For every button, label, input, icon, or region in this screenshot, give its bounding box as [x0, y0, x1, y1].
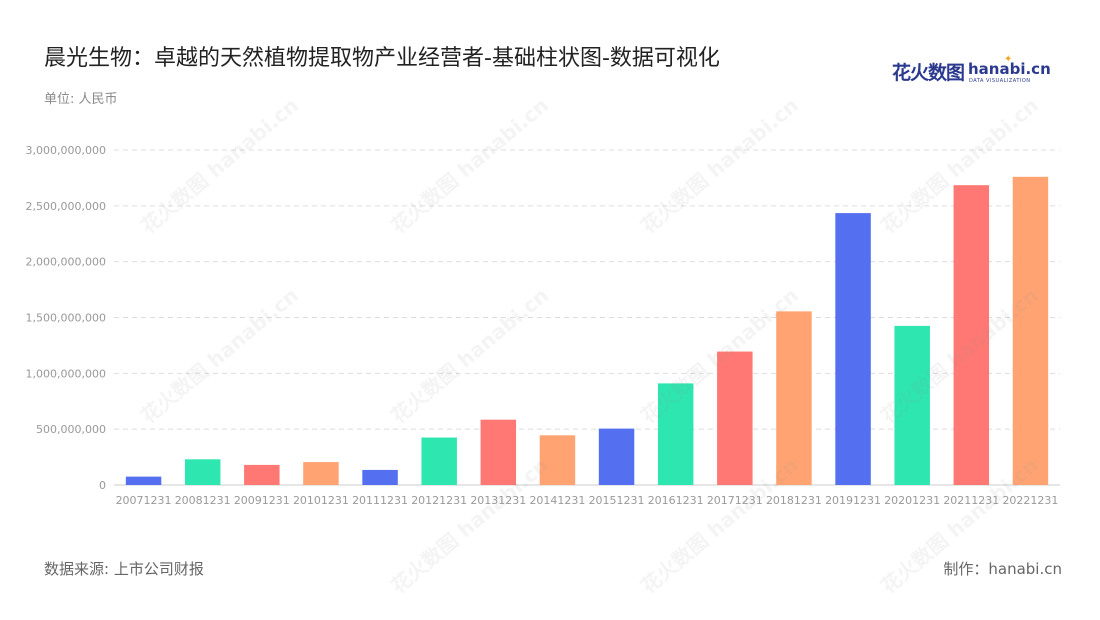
- x-tick-label: 20111231: [352, 494, 408, 507]
- x-tick-label: 20071231: [116, 494, 172, 507]
- x-tick-label: 20181231: [766, 494, 822, 507]
- x-tick-label: 20171231: [707, 494, 763, 507]
- credit-link[interactable]: 制作：hanabi.cn: [943, 560, 1062, 578]
- bar-20151231[interactable]: [598, 428, 635, 485]
- y-tick-label: 2,500,000,000: [26, 200, 106, 213]
- x-tick-label: 20161231: [648, 494, 704, 507]
- y-tick-label: 500,000,000: [36, 423, 106, 436]
- hanabi-logo: 花火数图 hanabi.cn DATA VISUALIZATION ✦: [892, 54, 1051, 88]
- bar-20071231[interactable]: [125, 476, 162, 485]
- y-tick-label: 1,000,000,000: [26, 367, 106, 380]
- bar-20091231[interactable]: [244, 464, 280, 485]
- x-tick-label: 20141231: [529, 494, 585, 507]
- y-axis: 0 500,000,000 1,000,000,000 1,500,000,000 2,…: [26, 144, 106, 492]
- y-tick-label: 2,000,000,000: [26, 256, 106, 269]
- x-tick-label: 20091231: [234, 494, 290, 507]
- y-tick-label: 1,500,000,000: [26, 312, 106, 325]
- bar-20161231[interactable]: [657, 383, 694, 485]
- x-tick-label: 20121231: [411, 494, 467, 507]
- bar-20191231[interactable]: [835, 213, 871, 485]
- x-tick-label: 20211231: [943, 494, 999, 507]
- logo-spark-icon: ✦: [1004, 54, 1013, 65]
- chart-title: 晨光生物：卓越的天然植物提取物产业经营者-基础柱状图-数据可视化: [44, 46, 720, 71]
- bar-20171231[interactable]: [717, 351, 753, 485]
- bar-20141231[interactable]: [539, 435, 576, 485]
- bar-20111231[interactable]: [362, 469, 398, 485]
- x-tick-label: 20151231: [589, 494, 645, 507]
- logo-cn-text: 花火数图: [892, 62, 965, 84]
- unit-label: 单位: 人民币: [44, 92, 118, 107]
- x-tick-label: 20191231: [825, 494, 881, 507]
- bar-20181231[interactable]: [776, 311, 812, 485]
- bar-20201231[interactable]: [894, 325, 930, 485]
- data-source: 数据来源: 上市公司财报: [44, 560, 204, 578]
- x-tick-label: 20201231: [884, 494, 940, 507]
- bar-20081231[interactable]: [184, 459, 221, 485]
- bar-20121231[interactable]: [421, 437, 457, 485]
- x-tick-label: 20131231: [470, 494, 526, 507]
- bars: [125, 176, 1049, 486]
- y-tick-label: 3,000,000,000: [26, 144, 106, 157]
- y-tick-label: 0: [99, 479, 106, 492]
- x-axis: 20071231 20081231 20091231 20101231 20111231…: [116, 494, 1059, 507]
- bar-20211231[interactable]: [953, 185, 990, 486]
- x-tick-label: 20221231: [1002, 494, 1058, 507]
- bar-20131231[interactable]: [480, 419, 517, 485]
- bar-20101231[interactable]: [303, 462, 339, 485]
- logo-sub-text: DATA VISUALIZATION: [969, 78, 1031, 84]
- logo-en-text: hanabi.cn: [968, 60, 1051, 78]
- x-tick-label: 20081231: [175, 494, 231, 507]
- x-tick-label: 20101231: [293, 494, 349, 507]
- bar-20221231[interactable]: [1012, 176, 1049, 486]
